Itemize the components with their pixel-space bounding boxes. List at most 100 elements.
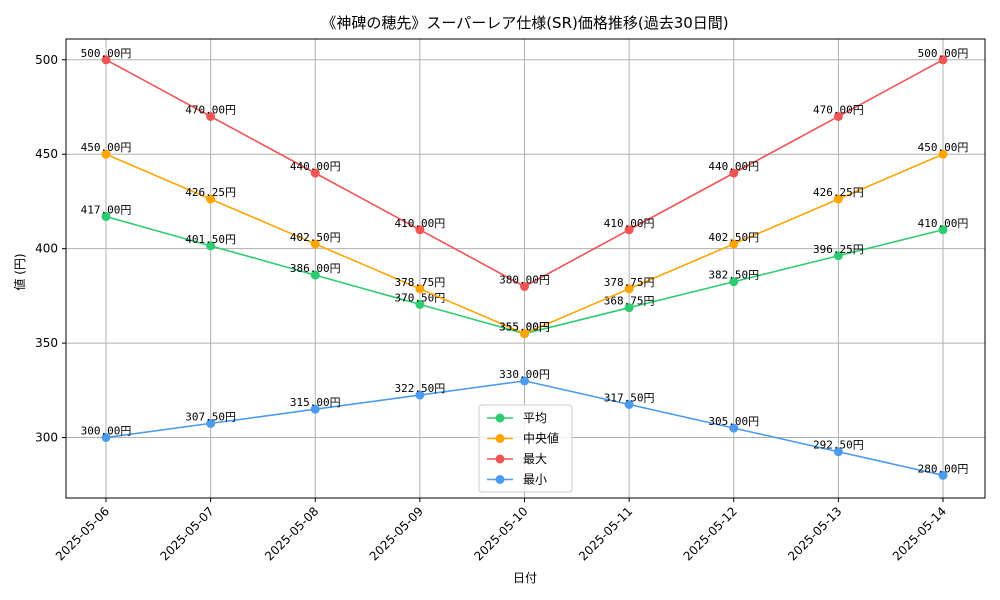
data-point — [833, 194, 843, 204]
data-point — [206, 194, 216, 204]
data-point — [206, 241, 216, 251]
data-label: 410.00円 — [918, 217, 969, 230]
data-label: 396.25円 — [813, 243, 864, 256]
y-tick-label: 400 — [35, 242, 58, 256]
data-label: 402.50円 — [708, 231, 759, 244]
data-point — [101, 212, 111, 222]
data-point — [520, 329, 529, 339]
data-point — [938, 470, 948, 480]
data-label: 317.50円 — [604, 392, 655, 405]
data-point — [520, 281, 529, 291]
data-point — [310, 168, 320, 178]
data-point — [938, 225, 948, 235]
data-label: 470.00円 — [185, 103, 236, 116]
data-point — [833, 447, 843, 457]
x-axis-label: 日付 — [513, 571, 537, 585]
legend-swatch-marker — [495, 413, 505, 423]
data-point — [415, 299, 425, 309]
data-label: 378.75円 — [395, 276, 446, 289]
legend-swatch-marker — [495, 434, 505, 443]
x-tick-label: 2025-05-06 — [53, 504, 112, 563]
data-label: 500.00円 — [918, 47, 969, 60]
data-point — [729, 423, 739, 433]
data-label: 382.50円 — [708, 269, 759, 282]
data-label: 322.50円 — [395, 382, 446, 395]
data-point — [101, 55, 111, 65]
legend-item: 最大 — [487, 452, 547, 466]
data-label: 426.25円 — [185, 186, 236, 199]
data-label: 292.50円 — [813, 439, 864, 452]
data-point — [415, 390, 425, 400]
data-point — [415, 225, 425, 235]
data-label: 417.00円 — [81, 204, 132, 217]
data-label: 450.00円 — [918, 141, 969, 154]
y-tick-label: 300 — [35, 431, 58, 445]
data-point — [624, 284, 634, 294]
data-label: 450.00円 — [81, 141, 132, 154]
legend-label: 最大 — [523, 452, 547, 466]
plot-area: 300 350 400 450 500 2025-05-06 2025-05-07 2025-… — [35, 38, 986, 563]
legend-box — [478, 404, 573, 493]
data-label: 410.00円 — [604, 217, 655, 230]
data-point — [833, 111, 843, 121]
data-label: 355.00円 — [499, 321, 550, 334]
data-label: 305.00円 — [708, 415, 759, 428]
x-tick-label: 2025-05-10 — [471, 504, 530, 563]
y-axis-label: 値 (円) — [12, 253, 27, 290]
data-point — [415, 284, 425, 294]
data-label: 355.00円 — [499, 321, 550, 334]
data-label: 280.00円 — [918, 462, 969, 475]
legend-item: 最小 — [487, 473, 547, 487]
legend-label: 中央値 — [523, 431, 559, 446]
data-point — [729, 277, 739, 287]
data-point — [833, 251, 843, 261]
legend-item: 中央値 — [487, 431, 559, 446]
data-point — [101, 149, 111, 159]
data-point — [729, 239, 739, 249]
data-point — [624, 225, 634, 235]
chart-title: 《神碑の穂先》スーパーレア仕様(SR)価格推移(過去30日間) — [321, 14, 728, 32]
x-tick-label: 2025-05-08 — [262, 504, 321, 563]
legend-label: 最小 — [523, 473, 547, 487]
data-label: 426.25円 — [813, 186, 864, 199]
data-point — [938, 149, 948, 159]
data-label: 315.00円 — [290, 396, 341, 409]
plot-frame — [65, 38, 986, 499]
data-label: 402.50円 — [290, 231, 341, 244]
legend-label: 平均 — [523, 411, 547, 425]
y-tick-label: 350 — [35, 336, 58, 350]
x-tick-label: 2025-05-09 — [367, 504, 426, 563]
data-point — [520, 376, 529, 386]
data-label: 386.00円 — [290, 262, 341, 275]
data-point — [310, 404, 320, 414]
data-label: 470.00円 — [813, 103, 864, 116]
data-label: 380.00円 — [499, 273, 550, 286]
data-label: 330.00円 — [499, 368, 550, 381]
legend-item: 平均 — [487, 411, 547, 425]
data-point — [938, 55, 948, 65]
data-point — [206, 111, 216, 121]
data-point — [310, 270, 320, 280]
data-label: 368.75円 — [604, 295, 655, 308]
data-label: 500.00円 — [81, 47, 132, 60]
data-label: 378.75円 — [604, 276, 655, 289]
data-point — [101, 433, 111, 443]
data-point — [624, 303, 634, 313]
x-tick-label: 2025-05-13 — [785, 504, 844, 563]
data-point — [624, 400, 634, 409]
legend-swatch-marker — [495, 475, 505, 484]
x-tick-label: 2025-05-12 — [681, 504, 740, 563]
data-label: 300.00円 — [81, 425, 132, 438]
y-tick-label: 500 — [35, 53, 58, 67]
data-label: 401.50円 — [185, 233, 236, 246]
data-label: 370.50円 — [395, 291, 446, 304]
y-tick-label: 450 — [35, 147, 58, 161]
data-label: 307.50円 — [185, 410, 236, 423]
data-point — [206, 418, 216, 428]
data-label: 440.00円 — [290, 160, 341, 173]
data-label: 440.00円 — [708, 160, 759, 173]
data-point — [729, 168, 739, 178]
